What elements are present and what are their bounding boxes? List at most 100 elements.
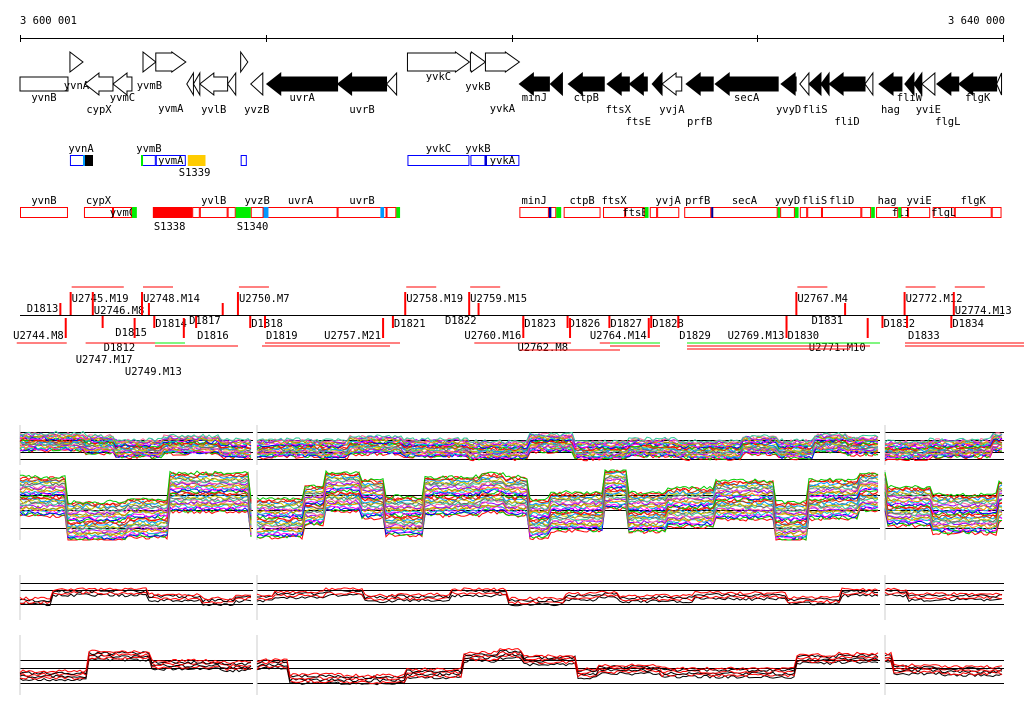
- expression-profile-line: [256, 446, 879, 460]
- expression-profile-line: [884, 497, 1003, 521]
- terminator-mark: [147, 303, 150, 315]
- gene-arrow-yvmA: [155, 51, 187, 73]
- gene-arrow-yvnB: [19, 76, 69, 92]
- transcript-start-mark: [952, 292, 955, 315]
- terminator-label: D1816: [197, 330, 229, 342]
- terminator-label: D1822: [445, 315, 477, 327]
- transcript-label: U2745.M19: [72, 293, 129, 305]
- gene-label: uvrB: [349, 104, 374, 116]
- gene-label: fliW: [897, 92, 923, 104]
- segment-label: S1339: [179, 167, 211, 179]
- reverse-operon-box: [112, 207, 132, 218]
- expression-profile-line: [256, 587, 879, 601]
- expression-profile-line: [884, 445, 1003, 459]
- terminator-label: D1812: [104, 342, 136, 354]
- gene-arrow-unnamed: [192, 71, 201, 97]
- gene-arrow-ftsX: [606, 71, 630, 97]
- expression-profile-line: [884, 491, 1003, 517]
- expression-profile-line: [884, 507, 1003, 532]
- expression-profile-line: [884, 486, 1003, 514]
- reverse-operon-box: [563, 207, 601, 218]
- gene-arrow-unnamed: [227, 71, 237, 97]
- gene-arrow-prfB: [685, 71, 714, 97]
- terminator-mark: [677, 316, 680, 328]
- reverse-marker: [263, 207, 269, 218]
- transcript-label: U2774.M13: [955, 305, 1012, 317]
- operon-label: fliS: [802, 195, 827, 207]
- gene-arrow-fliD: [828, 71, 866, 97]
- reverse-marker: [777, 207, 781, 218]
- transcript-end-mark: [866, 318, 869, 338]
- terminator-label: D1823: [524, 318, 556, 330]
- terminator-mark: [881, 316, 884, 328]
- reverse-operon-box: [780, 207, 795, 218]
- reverse-operon-box: [20, 207, 68, 218]
- terminator-mark: [101, 316, 104, 328]
- transcript-label: U2769.M13: [728, 330, 785, 342]
- forward-operon-box: [142, 155, 156, 166]
- expression-profile-line: [884, 660, 1003, 678]
- gene-label: yvnB: [31, 92, 56, 104]
- expression-profile-line: [884, 472, 1003, 498]
- operon-label: fliD: [829, 195, 854, 207]
- expression-profile-line: [256, 433, 879, 446]
- gene-arrow-yvmB: [142, 50, 157, 74]
- transcript-end-mark: [64, 318, 67, 338]
- reverse-operon-box: [519, 207, 549, 218]
- gene-arrow-ftsE: [628, 71, 648, 97]
- black-marker: [85, 155, 93, 166]
- expression-profile-line: [19, 477, 252, 512]
- expression-profile-line: [884, 432, 1003, 445]
- reverse-marker: [794, 207, 799, 218]
- expression-profile-line: [19, 587, 251, 601]
- expression-profile-line: [19, 658, 252, 682]
- gene-label: flgK: [965, 92, 991, 104]
- operon-label: prfB: [685, 195, 710, 207]
- terminator-mark: [608, 316, 611, 328]
- expression-profile-line: [256, 647, 879, 678]
- expression-profile-line: [19, 589, 252, 603]
- segment-label: S1338: [154, 221, 186, 233]
- terminator-mark: [950, 316, 953, 328]
- terminator-label: D1815: [115, 327, 147, 339]
- terminator-label: D1821: [394, 318, 426, 330]
- operon-label: flgK: [961, 195, 987, 207]
- gene-label: yvkB: [465, 81, 490, 93]
- reverse-operon-box: [876, 207, 899, 218]
- gene-label: ctpB: [574, 92, 599, 104]
- transcript-label: U2772.M12: [906, 293, 963, 305]
- transcript-label: U2764.M14: [590, 330, 647, 342]
- gene-label: flgL: [935, 116, 960, 128]
- expression-profile-line: [256, 431, 879, 445]
- expression-profile-line: [19, 651, 252, 675]
- gene-label: yvkC: [426, 71, 451, 83]
- expression-profile-line: [19, 591, 252, 605]
- reverse-marker: [644, 207, 649, 218]
- gene-label: secA: [734, 92, 760, 104]
- terminator-mark: [391, 316, 394, 328]
- expression-profile-line: [19, 506, 252, 541]
- terminator-label: D1834: [952, 318, 984, 330]
- reverse-operon-box: [337, 207, 387, 218]
- gene-arrow-yvkC: [406, 51, 471, 73]
- operon-label: yvkB: [465, 143, 490, 155]
- segment-label: S1340: [237, 221, 269, 233]
- expression-profile-line: [19, 486, 252, 521]
- expression-profile-line: [257, 589, 879, 603]
- gene-arrow-unnamed: [186, 71, 194, 97]
- expression-profile-line: [19, 654, 252, 679]
- segment-box: [235, 207, 251, 218]
- operon-label: ftsE: [622, 207, 647, 219]
- ruler-start-label: 3 600 001: [20, 15, 77, 27]
- expression-profile-line: [884, 481, 1003, 506]
- terminator-mark: [566, 316, 569, 328]
- expression-profile-line: [256, 441, 879, 454]
- expression-profile-line: [884, 477, 1003, 502]
- reverse-operon-box: [991, 207, 1002, 218]
- transcript-label: U2762.M8: [517, 342, 568, 354]
- expression-profile-line: [256, 656, 879, 686]
- operon-label: yvmC: [110, 207, 135, 219]
- transcript-end-mark: [785, 318, 788, 338]
